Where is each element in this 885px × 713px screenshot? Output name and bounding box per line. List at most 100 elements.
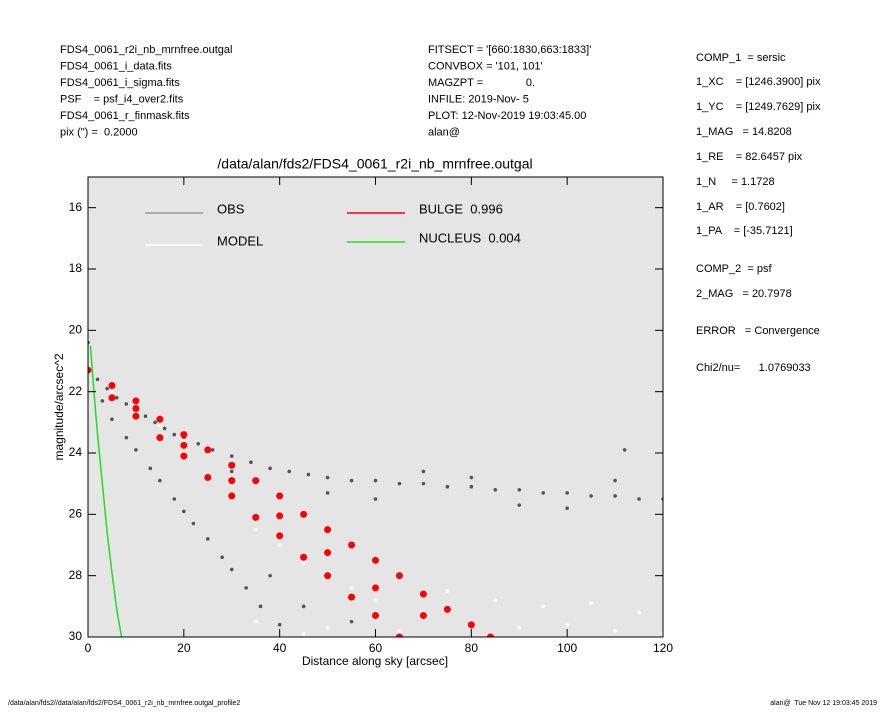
header-center-line: CONVBOX = '101, 101' (428, 60, 543, 72)
data-point (268, 466, 272, 471)
data-point (108, 394, 116, 402)
data-point (276, 512, 284, 520)
data-point (421, 481, 426, 486)
data-point (172, 497, 177, 501)
header-right-line: Chi2/nu= 1.0769033 (696, 362, 811, 374)
data-point (372, 556, 379, 564)
legend-label: MODEL (217, 233, 263, 248)
data-point (162, 426, 167, 431)
header-center-line: PLOT: 12-Nov-2019 19:03:45.00 (428, 110, 586, 122)
data-point (132, 412, 140, 420)
header-right-line: 1_N = 1.1728 (696, 176, 775, 188)
header-center-line: INFILE: 2019-Nov- 5 (428, 93, 529, 105)
header-right-line: COMP_2 = psf (696, 263, 772, 275)
data-point (348, 541, 356, 549)
footer-left: /data/alan/fds2//data/alan/fds2/FDS4_006… (8, 700, 240, 707)
header-right-line: 1_MAG = 14.8208 (696, 126, 792, 138)
data-point (253, 619, 258, 624)
data-point (395, 572, 403, 580)
data-point (301, 604, 306, 609)
data-point (134, 448, 138, 452)
data-point (419, 590, 427, 598)
y-tick-label: 26 (69, 507, 83, 521)
header-right-line: ERROR = Convergence (696, 325, 820, 337)
data-point (589, 494, 593, 498)
data-point (467, 621, 475, 629)
data-point (397, 481, 402, 486)
x-tick-label: 120 (653, 641, 673, 655)
data-point (445, 589, 450, 593)
data-point (324, 526, 332, 534)
legend-label: OBS (217, 201, 245, 216)
data-point (372, 612, 379, 620)
data-point (191, 521, 196, 526)
data-point (493, 598, 498, 602)
data-point (421, 469, 426, 474)
data-point (88, 366, 92, 374)
data-point (301, 632, 306, 636)
data-point (487, 633, 494, 637)
data-point (517, 503, 522, 507)
data-point (541, 491, 546, 495)
data-point (252, 477, 260, 485)
legend-label: NUCLEUS 0.004 (419, 230, 521, 245)
data-point (565, 506, 569, 511)
data-point (276, 532, 284, 540)
data-point (249, 460, 253, 465)
data-point (613, 478, 617, 483)
data-point (565, 491, 569, 495)
data-point (372, 584, 379, 592)
data-point (373, 478, 378, 483)
header-center-line: MAGZPT = 0. (428, 77, 535, 89)
data-point (517, 626, 522, 630)
chart-title: /data/alan/fds2/FDS4_0061_r2i_nb_mrnfree… (217, 156, 532, 172)
data-point (276, 492, 284, 500)
data-layer (88, 340, 663, 637)
data-point (244, 586, 248, 590)
header-right-line: 1_RE = 82.6457 pix (696, 151, 803, 163)
data-point (228, 477, 236, 485)
data-point (108, 382, 116, 390)
data-point (443, 605, 451, 613)
data-point (114, 396, 119, 400)
data-point (493, 488, 498, 492)
data-point (105, 386, 109, 391)
header-right-line: 1_PA = [-35.7121] (696, 225, 793, 237)
header-right-line: 2_MAG = 20.7978 (696, 288, 792, 300)
data-point (324, 572, 332, 580)
data-point (204, 474, 212, 482)
data-point (156, 434, 164, 442)
data-point (306, 472, 311, 477)
y-axis-label: magnitude/arcsec^2 (52, 353, 66, 460)
data-point (158, 423, 162, 428)
data-point (210, 448, 215, 452)
data-point (110, 389, 114, 394)
header-left-line: FDS4_0061_i_sigma.fits (60, 77, 180, 89)
plot-area (88, 177, 663, 637)
header-left-line: FDS4_0061_i_data.fits (60, 60, 172, 72)
data-point (110, 417, 114, 422)
data-point (349, 586, 354, 590)
data-point (277, 543, 282, 547)
data-point (196, 442, 201, 446)
data-point (622, 448, 627, 452)
data-point (180, 441, 188, 449)
data-point (132, 397, 140, 405)
data-point (395, 633, 403, 637)
x-tick-label: 20 (177, 641, 191, 655)
data-point (613, 494, 617, 498)
x-tick-label: 80 (465, 641, 479, 655)
header-right-line: COMP_1 = sersic (696, 52, 786, 64)
data-point (95, 377, 100, 382)
x-tick-label: 100 (557, 641, 577, 655)
header-center-line: alan@ (428, 126, 460, 138)
data-point (517, 488, 522, 492)
data-point (180, 452, 188, 460)
data-point (349, 619, 354, 624)
header-right-line: 1_XC = [1246.3900] pix (696, 76, 821, 88)
data-point (300, 510, 308, 518)
data-point (132, 405, 140, 413)
y-tick-label: 18 (69, 261, 83, 275)
